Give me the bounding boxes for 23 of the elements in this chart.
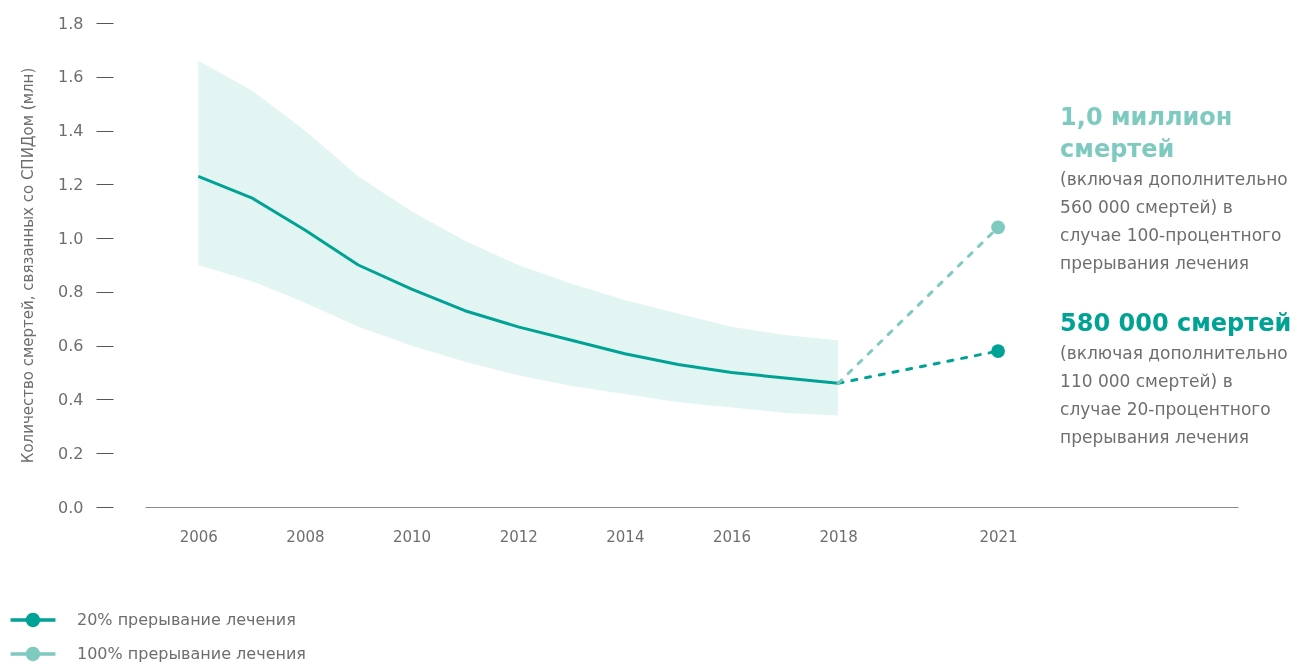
x-tick-label: 2010 (392, 527, 432, 546)
x-tick-label: 2006 (179, 527, 218, 546)
x-tick-label: 2014 (606, 527, 645, 546)
x-tick-label: 2008 (286, 527, 325, 546)
x-tick-label: 2018 (819, 527, 858, 546)
x-tick-label: 2012 (499, 527, 538, 546)
legend-label: 20% прерывание лечения (77, 610, 296, 629)
annotation: 1,0 миллион смертей (включая дополнительно 560 000 смертей) в случае 100-процентного прерывания лечения (1060, 103, 1288, 274)
y-tick-label: 1.2 (58, 174, 84, 194)
y-tick-label: 0.0 (58, 497, 84, 517)
legend-label: 100% прерывание лечения (77, 644, 306, 663)
x-tick-label: 2021 (979, 527, 1018, 546)
y-tick-label: 0.2 (58, 443, 84, 463)
x-tick-label: 2016 (712, 527, 752, 546)
y-tick-label: 1.0 (58, 228, 84, 248)
y-tick-label: 1.6 (58, 67, 84, 87)
y-tick-label: 1.4 (58, 121, 84, 141)
y-axis-title: Количество смертей, связанных со СПИДом (млн) (19, 67, 38, 464)
y-tick-label: 0.4 (58, 389, 84, 409)
y-tick-label: 0.6 (58, 336, 84, 356)
y-tick-label: 1.8 (58, 13, 84, 33)
annotation: 580 000 смертей (включая дополнительно 110 000 смертей) в случае 20-процентного прерывания лечения (1060, 309, 1292, 448)
y-tick-label: 0.8 (58, 282, 84, 302)
